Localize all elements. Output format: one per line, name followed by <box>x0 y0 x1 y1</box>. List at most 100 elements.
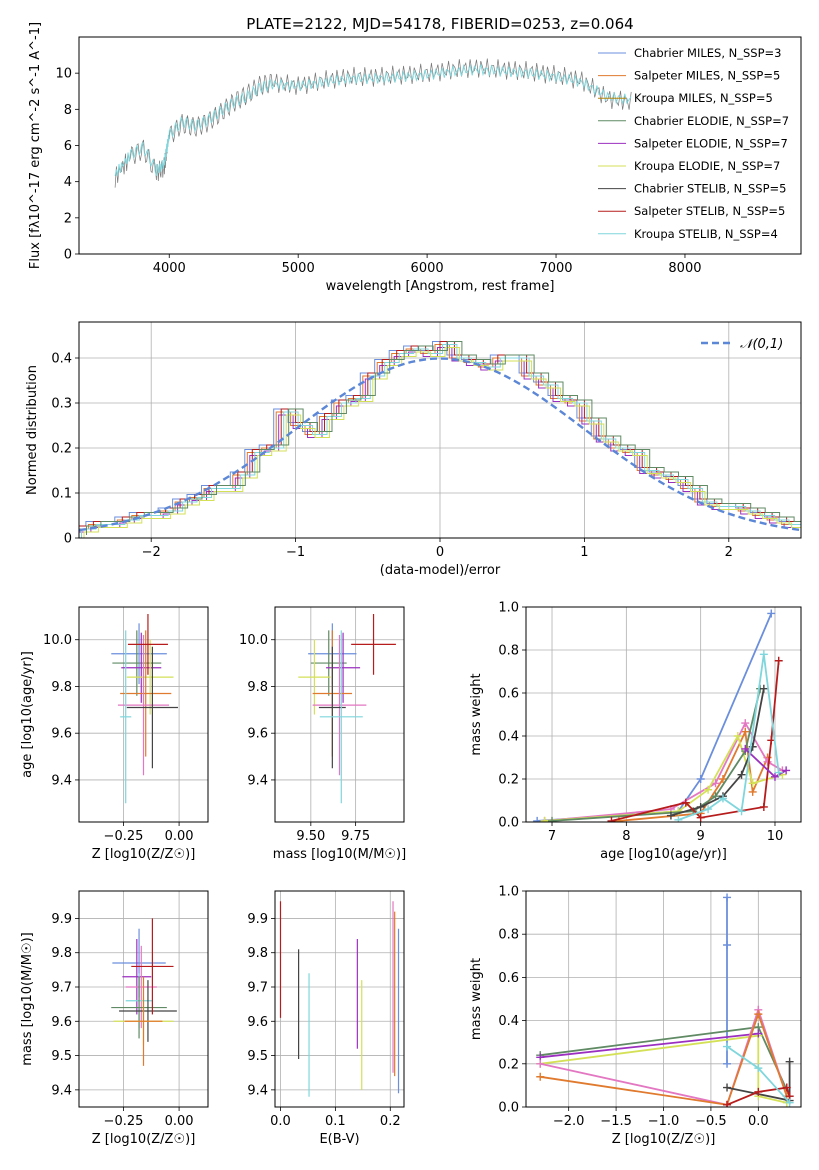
x-tick-label: −2.0 <box>553 1114 585 1129</box>
y-tick-label: 8 <box>64 103 72 118</box>
y-axis-label: mass weight <box>469 958 484 1040</box>
y-tick-label: 9.8 <box>51 946 72 961</box>
panel-residuals: −2 −1 0 1 2 0 0.1 0.2 0.3 0.4 (data-model)/error No… <box>25 321 802 578</box>
x-tick-label: −0.25 <box>104 829 144 844</box>
legend-label: Chabrier MILES, N_SSP=3 <box>634 46 781 60</box>
weight-marker <box>540 816 549 822</box>
weight-marker <box>711 779 720 788</box>
panel-mass-weight-vs-Z: −2.0 −1.5 −1.0 −0.5 0.0 0.0 0.2 0.4 0.6 0.8 1.0 Z [… <box>469 885 802 1147</box>
y-tick-label: 0.6 <box>498 687 519 702</box>
histogram-step <box>86 341 801 535</box>
y-tick-label: 9.6 <box>51 727 72 742</box>
y-tick-label: 0.2 <box>51 442 72 457</box>
y-tick-label: 9.9 <box>247 912 268 927</box>
panel-mass-vs-Z: −0.25 0.00 9.4 9.5 9.6 9.7 9.8 9.9 Z [log10(Z/Z☉… <box>20 890 209 1147</box>
weight-marker <box>723 1042 732 1051</box>
weight-marker <box>696 813 705 822</box>
y-tick-label: 9.8 <box>51 680 72 695</box>
weight-marker <box>737 807 746 816</box>
y-tick-label: 9.4 <box>51 1083 72 1098</box>
weight-marker <box>785 1057 794 1066</box>
y-tick-label: 0.8 <box>498 928 519 943</box>
plot-area <box>279 901 400 1097</box>
weight-line <box>544 733 783 822</box>
axes-frame <box>274 606 405 823</box>
x-axis-label: wavelength [Angstrom, rest frame] <box>326 279 555 294</box>
weight-marker <box>681 798 690 807</box>
spectrum-model <box>114 63 632 177</box>
axes-frame <box>78 890 209 1108</box>
weight-marker <box>754 1087 763 1096</box>
legend-label: Salpeter STELIB, N_SSP=5 <box>634 204 785 218</box>
y-tick-label: 0.4 <box>498 730 519 745</box>
weight-marker <box>754 1064 763 1073</box>
y-tick-label: 0.4 <box>51 352 72 367</box>
panel-mass-vs-EBV: 0.0 0.1 0.2 9.4 9.5 9.6 9.7 9.8 9.9 E(B-V) <box>247 890 405 1147</box>
weight-line <box>726 1086 791 1106</box>
legend-label: Salpeter ELODIE, N_SSP=7 <box>634 136 788 150</box>
y-tick-label: 2 <box>64 211 72 226</box>
x-tick-label: 0.0 <box>748 1114 769 1129</box>
weight-marker <box>774 656 783 665</box>
axes-frame <box>525 890 802 1108</box>
y-tick-label: 9.4 <box>247 773 268 788</box>
y-tick-label: 9.8 <box>247 680 268 695</box>
plot-area <box>536 893 794 1107</box>
weight-line <box>537 613 773 822</box>
weight-marker <box>533 816 542 822</box>
x-tick-label: 9 <box>697 829 705 844</box>
y-tick-label: 0.0 <box>498 816 519 831</box>
weight-marker <box>723 1059 732 1068</box>
legend-label: Chabrier STELIB, N_SSP=5 <box>634 182 786 196</box>
weight-marker <box>704 805 713 814</box>
weight-marker <box>723 941 732 949</box>
axes-frame <box>78 321 802 539</box>
figure-title: PLATE=2122, MJD=54178, FIBERID=0253, z=0… <box>246 15 633 33</box>
y-axis-label: Normed distribution <box>25 365 40 495</box>
weight-marker <box>548 816 557 822</box>
x-tick-label: 7000 <box>539 261 572 276</box>
y-tick-label: 9.7 <box>247 981 268 996</box>
weight-line <box>670 688 765 817</box>
x-tick-label: 0 <box>436 545 444 560</box>
weight-line <box>540 1032 759 1059</box>
y-tick-label: 0.0 <box>498 1101 519 1116</box>
x-tick-label: 8000 <box>668 261 701 276</box>
panel-age-vs-mass: 9.50 9.75 9.4 9.6 9.8 10.0 mass [log10(M/M☉)] <box>239 606 406 862</box>
y-tick-label: 9.9 <box>51 912 72 927</box>
weight-line <box>540 1026 791 1097</box>
histogram-step <box>81 344 801 538</box>
x-tick-label: 0.2 <box>380 1114 401 1129</box>
y-tick-label: 6 <box>64 139 72 154</box>
y-tick-label: 1.0 <box>498 601 519 616</box>
axes-frame <box>78 606 209 823</box>
weight-marker <box>774 768 783 777</box>
panel-age-vs-Z: −0.25 0.00 9.4 9.6 9.8 10.0 Z [log10(Z/Z☉)] age… <box>20 606 209 862</box>
legend-label: Kroupa ELODIE, N_SSP=7 <box>634 159 780 173</box>
plot-area <box>79 341 801 538</box>
x-axis-label: Z [log10(Z/Z☉)] <box>92 1132 196 1147</box>
y-tick-label: 0.3 <box>51 397 72 412</box>
x-tick-label: 10 <box>767 829 784 844</box>
weight-marker <box>666 811 675 820</box>
x-tick-label: −2 <box>142 545 161 560</box>
weight-marker <box>718 794 727 803</box>
y-tick-label: 9.6 <box>51 1015 72 1030</box>
weight-marker <box>767 609 776 618</box>
weight-marker <box>748 779 757 788</box>
panel-mass-weight-vs-age: 7 8 9 10 0.0 0.2 0.4 0.6 0.8 1.0 age [log10(age/yr… <box>469 601 802 862</box>
y-tick-label: 0 <box>64 248 72 263</box>
y-tick-label: 9.7 <box>51 981 72 996</box>
weight-marker <box>759 802 768 811</box>
y-tick-label: 9.5 <box>247 1049 268 1064</box>
axes-frame <box>78 36 802 255</box>
y-tick-label: 0.2 <box>498 1057 519 1072</box>
x-axis-label: age [log10(age/yr)] <box>600 847 727 862</box>
spectrum-data <box>114 58 632 188</box>
weight-marker <box>607 816 616 822</box>
y-tick-label: 10.0 <box>43 633 72 648</box>
x-axis-label: Z [log10(Z/Z☉)] <box>612 1132 716 1147</box>
plot-area <box>111 918 177 1066</box>
x-tick-label: 0.00 <box>165 1114 194 1129</box>
